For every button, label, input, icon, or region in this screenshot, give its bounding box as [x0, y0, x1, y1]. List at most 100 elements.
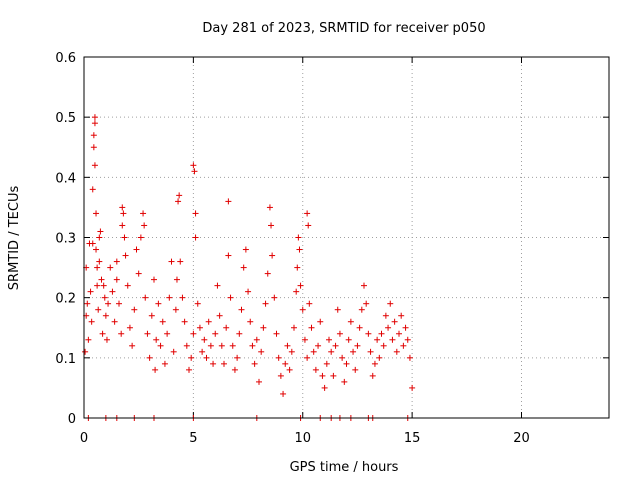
data-point — [192, 234, 199, 241]
data-point — [391, 318, 398, 325]
data-point — [409, 384, 416, 391]
data-point — [369, 372, 376, 379]
data-point — [95, 306, 102, 313]
data-point — [166, 294, 173, 301]
data-point — [111, 318, 118, 325]
data-point — [93, 246, 100, 253]
data-point — [249, 342, 256, 349]
data-point — [177, 258, 184, 265]
data-point — [192, 210, 199, 217]
data-point — [155, 300, 162, 307]
data-point — [398, 312, 405, 319]
data-point — [305, 222, 312, 229]
data-point — [82, 348, 89, 355]
data-point — [133, 246, 140, 253]
data-point — [119, 222, 126, 229]
data-point — [277, 372, 284, 379]
data-point — [295, 234, 302, 241]
data-point — [119, 204, 126, 211]
data-point — [89, 240, 96, 247]
data-point — [216, 312, 223, 319]
data-point — [129, 342, 136, 349]
data-point — [93, 210, 100, 217]
data-point — [214, 282, 221, 289]
data-point — [306, 300, 313, 307]
y-tick-label: 0.3 — [55, 232, 76, 247]
y-tick-label: 0.4 — [55, 171, 76, 186]
data-point — [341, 378, 348, 385]
data-point — [234, 354, 241, 361]
data-point — [240, 264, 247, 271]
data-point — [266, 204, 273, 211]
data-point — [141, 222, 148, 229]
data-point — [126, 324, 133, 331]
data-point — [334, 306, 341, 313]
data-point — [225, 252, 232, 259]
data-point — [164, 330, 171, 337]
data-point — [273, 330, 280, 337]
data-point — [382, 312, 389, 319]
data-point — [91, 114, 98, 121]
data-point — [97, 228, 104, 235]
data-point — [218, 342, 225, 349]
data-point — [148, 312, 155, 319]
data-point — [310, 348, 317, 355]
data-point — [84, 300, 91, 307]
data-point — [385, 324, 392, 331]
data-point — [146, 354, 153, 361]
y-tick-label: 0.1 — [55, 352, 76, 367]
data-point — [144, 330, 151, 337]
data-point — [396, 330, 402, 337]
data-point — [190, 162, 197, 169]
data-point — [205, 318, 212, 325]
data-point — [91, 162, 98, 169]
data-point — [96, 258, 103, 265]
data-point — [286, 366, 293, 373]
data-point — [304, 354, 311, 361]
x-tick-label: 0 — [80, 431, 88, 446]
y-tick-label: 0 — [68, 412, 76, 427]
data-point — [98, 276, 105, 283]
x-tick-label: 5 — [189, 431, 197, 446]
data-point — [152, 366, 159, 373]
data-point — [268, 222, 275, 229]
chart-title: Day 281 of 2023, SRMTID for receiver p05… — [202, 21, 485, 36]
data-point — [236, 330, 243, 337]
data-point — [296, 246, 303, 253]
data-point — [176, 192, 183, 199]
data-point — [256, 378, 262, 385]
data-point — [282, 360, 289, 367]
plot-frame — [83, 56, 610, 419]
data-point — [103, 336, 110, 343]
data-point — [323, 360, 330, 367]
data-point — [135, 270, 142, 277]
data-point — [231, 366, 238, 373]
data-point — [312, 366, 319, 373]
data-point — [90, 144, 97, 151]
data-point — [343, 360, 350, 367]
data-point — [380, 342, 387, 349]
data-point — [99, 330, 106, 337]
data-point — [280, 390, 287, 397]
data-point — [400, 342, 407, 349]
data-point — [203, 354, 210, 361]
data-point — [294, 264, 301, 271]
data-point — [109, 288, 116, 295]
data-point — [142, 294, 149, 301]
data-point — [194, 300, 201, 307]
data-point — [304, 210, 311, 217]
data-point — [183, 342, 190, 349]
data-point — [376, 354, 383, 361]
data-point — [89, 186, 96, 193]
data-point — [262, 300, 269, 307]
data-point — [301, 336, 308, 343]
data-point — [319, 372, 326, 379]
data-point — [378, 330, 385, 337]
data-point — [207, 342, 214, 349]
data-point — [223, 324, 230, 331]
data-point — [242, 246, 249, 253]
data-point — [269, 252, 276, 259]
data-point — [190, 330, 197, 337]
y-tick-label: 0.2 — [55, 292, 76, 307]
